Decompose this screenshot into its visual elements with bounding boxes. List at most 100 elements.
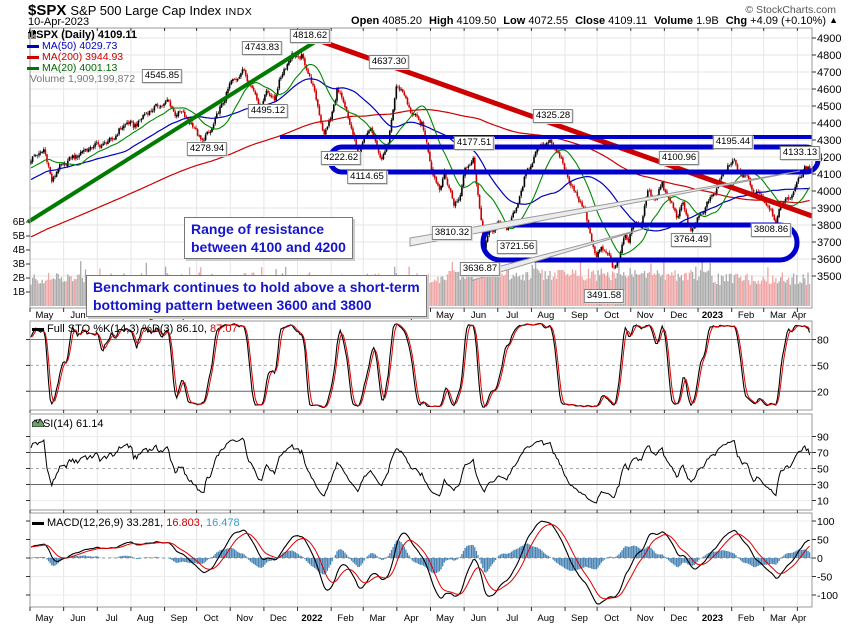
svg-text:50: 50 <box>817 535 829 547</box>
svg-text:-50: -50 <box>817 572 832 584</box>
svg-text:Aug: Aug <box>537 613 554 624</box>
svg-text:Apr: Apr <box>404 613 419 624</box>
rsi-label: RSI(14) 61.14 <box>35 418 104 430</box>
macd-hist-value: 16.478 <box>206 517 240 529</box>
annotation-resistance-line1: Range of resistance <box>191 221 325 237</box>
rsi-legend: RSI(14) 61.14 <box>32 418 103 430</box>
volume-value: 1.9B <box>696 15 719 27</box>
svg-text:Aug: Aug <box>537 310 554 321</box>
svg-text:May: May <box>35 310 53 321</box>
main-chart-legend: $SPX (Daily) 4109.11 MA(50) 4029.73 MA(2… <box>27 30 137 85</box>
annotation-bottoming-line2: bottoming pattern between 3600 and 3800 <box>93 297 372 313</box>
low-value: 4072.55 <box>528 15 569 27</box>
callout-arrow-resistance <box>409 170 801 247</box>
svg-text:-100: -100 <box>817 590 838 602</box>
stockcharts-link[interactable]: © StockCharts.com <box>745 4 836 16</box>
price-callout-4545.85: 4545.85 <box>141 69 183 83</box>
svg-text:Nov: Nov <box>236 613 253 624</box>
ma200-legend: MA(200) 3944.93 <box>42 51 124 63</box>
svg-text:80: 80 <box>817 335 829 347</box>
macd-signal-line <box>30 523 810 600</box>
svg-text:Dec: Dec <box>670 310 687 321</box>
sto-d-value: 87.07 <box>210 323 238 335</box>
svg-text:Jun: Jun <box>70 310 85 321</box>
price-callout-4818.62: 4818.62 <box>289 29 331 43</box>
close-value: 4109.11 <box>608 15 648 27</box>
svg-text:Feb: Feb <box>738 310 754 321</box>
low-label: Low <box>503 15 526 27</box>
svg-text:Jul: Jul <box>506 613 518 624</box>
ma200-line-icon <box>27 56 39 59</box>
svg-text:Apr: Apr <box>792 310 807 321</box>
svg-text:Oct: Oct <box>604 310 619 321</box>
price-callout-3491.58: 3491.58 <box>583 289 625 303</box>
volume-label: Volume <box>654 15 694 27</box>
quote-strip: Open 4085.20 High 4109.50 Low 4072.55 Close… <box>344 15 838 27</box>
svg-text:Oct: Oct <box>204 613 219 624</box>
svg-text:100: 100 <box>817 516 835 528</box>
macd-line-icon <box>32 521 44 525</box>
svg-text:90: 90 <box>817 432 829 444</box>
chart-date: 10-Apr-2023 <box>28 16 90 28</box>
price-callout-4114.65: 4114.65 <box>347 170 387 184</box>
ma20-line-icon <box>27 67 39 70</box>
macd-legend: MACD(12,26,9) 33.281, 16.803, 16.478 <box>32 517 240 529</box>
price-callout-4278.94: 4278.94 <box>186 142 228 156</box>
svg-text:70: 70 <box>817 448 829 460</box>
svg-text:4800: 4800 <box>817 50 841 62</box>
chg-up-icon: ▲ <box>829 15 838 25</box>
price-callout-4743.83: 4743.83 <box>241 41 283 55</box>
volume-legend: Volume 1,909,199,872 <box>30 73 136 85</box>
price-callout-4100.96: 4100.96 <box>658 151 700 165</box>
svg-text:3600: 3600 <box>817 254 841 266</box>
exchange: INDX <box>225 6 253 18</box>
svg-text:Feb: Feb <box>738 613 754 624</box>
sto-k-value: 86.10, <box>176 323 207 335</box>
svg-text:1B: 1B <box>13 287 26 298</box>
macd-line-value: 33.281, <box>126 517 164 529</box>
sto-k-line <box>30 322 811 408</box>
svg-text:10: 10 <box>817 496 829 508</box>
svg-text:Feb: Feb <box>337 613 353 624</box>
svg-text:Apr: Apr <box>792 613 807 624</box>
macd-label: MACD(12,26,9) <box>47 517 124 529</box>
svg-text:4900: 4900 <box>817 33 841 45</box>
price-callout-4177.51: 4177.51 <box>453 136 495 150</box>
high-value: 4109.50 <box>456 15 497 27</box>
svg-text:Dec: Dec <box>270 613 287 624</box>
chg-value: +4.09 (+0.10%) <box>750 15 827 27</box>
svg-text:4B: 4B <box>13 245 26 256</box>
symbol: $SPX <box>28 2 67 19</box>
price-callout-4222.62: 4222.62 <box>320 151 362 165</box>
svg-text:20: 20 <box>817 386 829 398</box>
chart-header: $SPX S&P 500 Large Cap Index INDX <box>28 2 252 20</box>
svg-text:2022: 2022 <box>301 613 322 624</box>
svg-text:Sep: Sep <box>571 613 588 624</box>
callout-arrow-bottoming <box>471 226 651 282</box>
svg-text:Jun: Jun <box>471 613 486 624</box>
series-title: $SPX (Daily) 4109.11 <box>30 29 138 41</box>
annotation-resistance-box: Range of resistance between 4100 and 420… <box>184 217 353 259</box>
svg-text:50: 50 <box>817 464 829 476</box>
svg-text:Jun: Jun <box>70 613 85 624</box>
svg-text:30: 30 <box>817 480 829 492</box>
price-callout-3636.87: 3636.87 <box>459 262 501 276</box>
svg-text:3800: 3800 <box>817 220 841 232</box>
price-callout-3764.49: 3764.49 <box>670 233 712 247</box>
svg-text:0: 0 <box>817 553 823 565</box>
sto-label: Full STO %K(14,3) %D(3) <box>47 323 174 335</box>
svg-text:3B: 3B <box>13 259 26 270</box>
sto-d-line <box>30 323 811 408</box>
chg-label: Chg <box>725 15 748 27</box>
svg-text:Oct: Oct <box>604 613 619 624</box>
annotation-bottoming-line1: Benchmark continues to hold above a shor… <box>93 279 420 295</box>
annotation-resistance-line2: between 4100 and 4200 <box>191 239 346 255</box>
open-value: 4085.20 <box>382 15 422 27</box>
svg-text:4700: 4700 <box>817 67 841 79</box>
svg-text:Mar: Mar <box>369 613 385 624</box>
svg-text:4000: 4000 <box>817 186 841 198</box>
svg-text:Jun: Jun <box>471 310 486 321</box>
svg-text:50: 50 <box>817 360 829 372</box>
svg-text:4300: 4300 <box>817 135 841 147</box>
